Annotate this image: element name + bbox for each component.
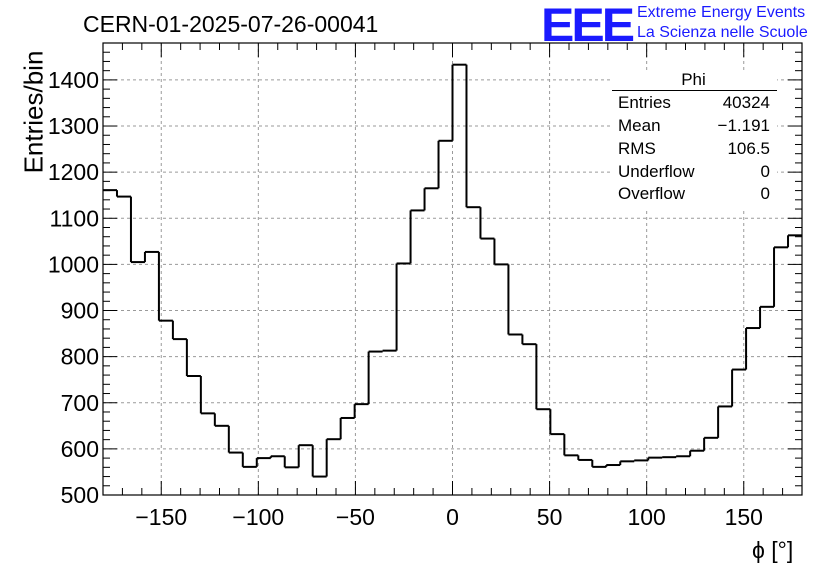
stats-row-overflow: Overflow 0: [618, 184, 770, 206]
y-tick-label: 1100: [50, 205, 99, 231]
tick-marks: [102, 42, 803, 496]
x-tick-label: −100: [232, 504, 284, 530]
eee-logo: EEE: [541, 0, 635, 52]
stats-key: RMS: [618, 139, 656, 158]
y-tick-label: 900: [61, 298, 99, 324]
x-tick-label: 100: [627, 504, 665, 530]
tick-labels: 50060070080090010001100120013001400−150−…: [48, 67, 763, 530]
x-tick-label: 150: [725, 504, 763, 530]
y-tick-label: 800: [61, 344, 99, 370]
logo-subtitle-line1: Extreme Energy Events: [637, 4, 806, 21]
page-title: CERN-01-2025-07-26-00041: [83, 11, 379, 37]
stats-divider: [612, 90, 777, 91]
y-axis-label: Entries/bin: [18, 50, 49, 174]
stats-value: 106.5: [727, 139, 770, 158]
stats-key: Overflow: [618, 184, 686, 203]
stats-key: Underflow: [618, 162, 695, 181]
x-axis-label: ϕ [°]: [752, 537, 794, 563]
stats-title: Phi: [681, 70, 706, 89]
stats-row-mean: Mean −1.191: [618, 116, 770, 138]
stats-value: 40324: [722, 93, 770, 112]
y-tick-label: 1200: [48, 159, 99, 185]
stats-value: −1.191: [717, 116, 770, 135]
x-tick-label: −150: [135, 504, 187, 530]
stats-box: Phi Entries 40324 Mean −1.191 RMS 106.5 …: [610, 70, 777, 210]
y-tick-label: 500: [61, 482, 99, 508]
stats-key: Entries: [618, 93, 671, 112]
histogram-series: [103, 63, 802, 478]
y-tick-label: 1400: [48, 67, 99, 93]
x-tick-label: 50: [537, 504, 563, 530]
stats-row-rms: RMS 106.5: [618, 139, 770, 161]
stats-row-entries: Entries 40324: [618, 93, 770, 115]
y-tick-label: 700: [61, 390, 99, 416]
stats-value: 0: [760, 162, 770, 181]
y-tick-label: 600: [61, 436, 99, 462]
x-tick-label: 0: [446, 504, 459, 530]
stats-key: Mean: [618, 116, 661, 135]
stats-row-underflow: Underflow 0: [618, 162, 770, 184]
stats-value: 0: [760, 184, 770, 203]
logo-subtitle-line2: La Scienza nelle Scuole: [637, 24, 808, 41]
y-tick-label: 1300: [48, 113, 99, 139]
x-tick-label: −50: [336, 504, 375, 530]
y-tick-label: 1000: [48, 251, 99, 277]
